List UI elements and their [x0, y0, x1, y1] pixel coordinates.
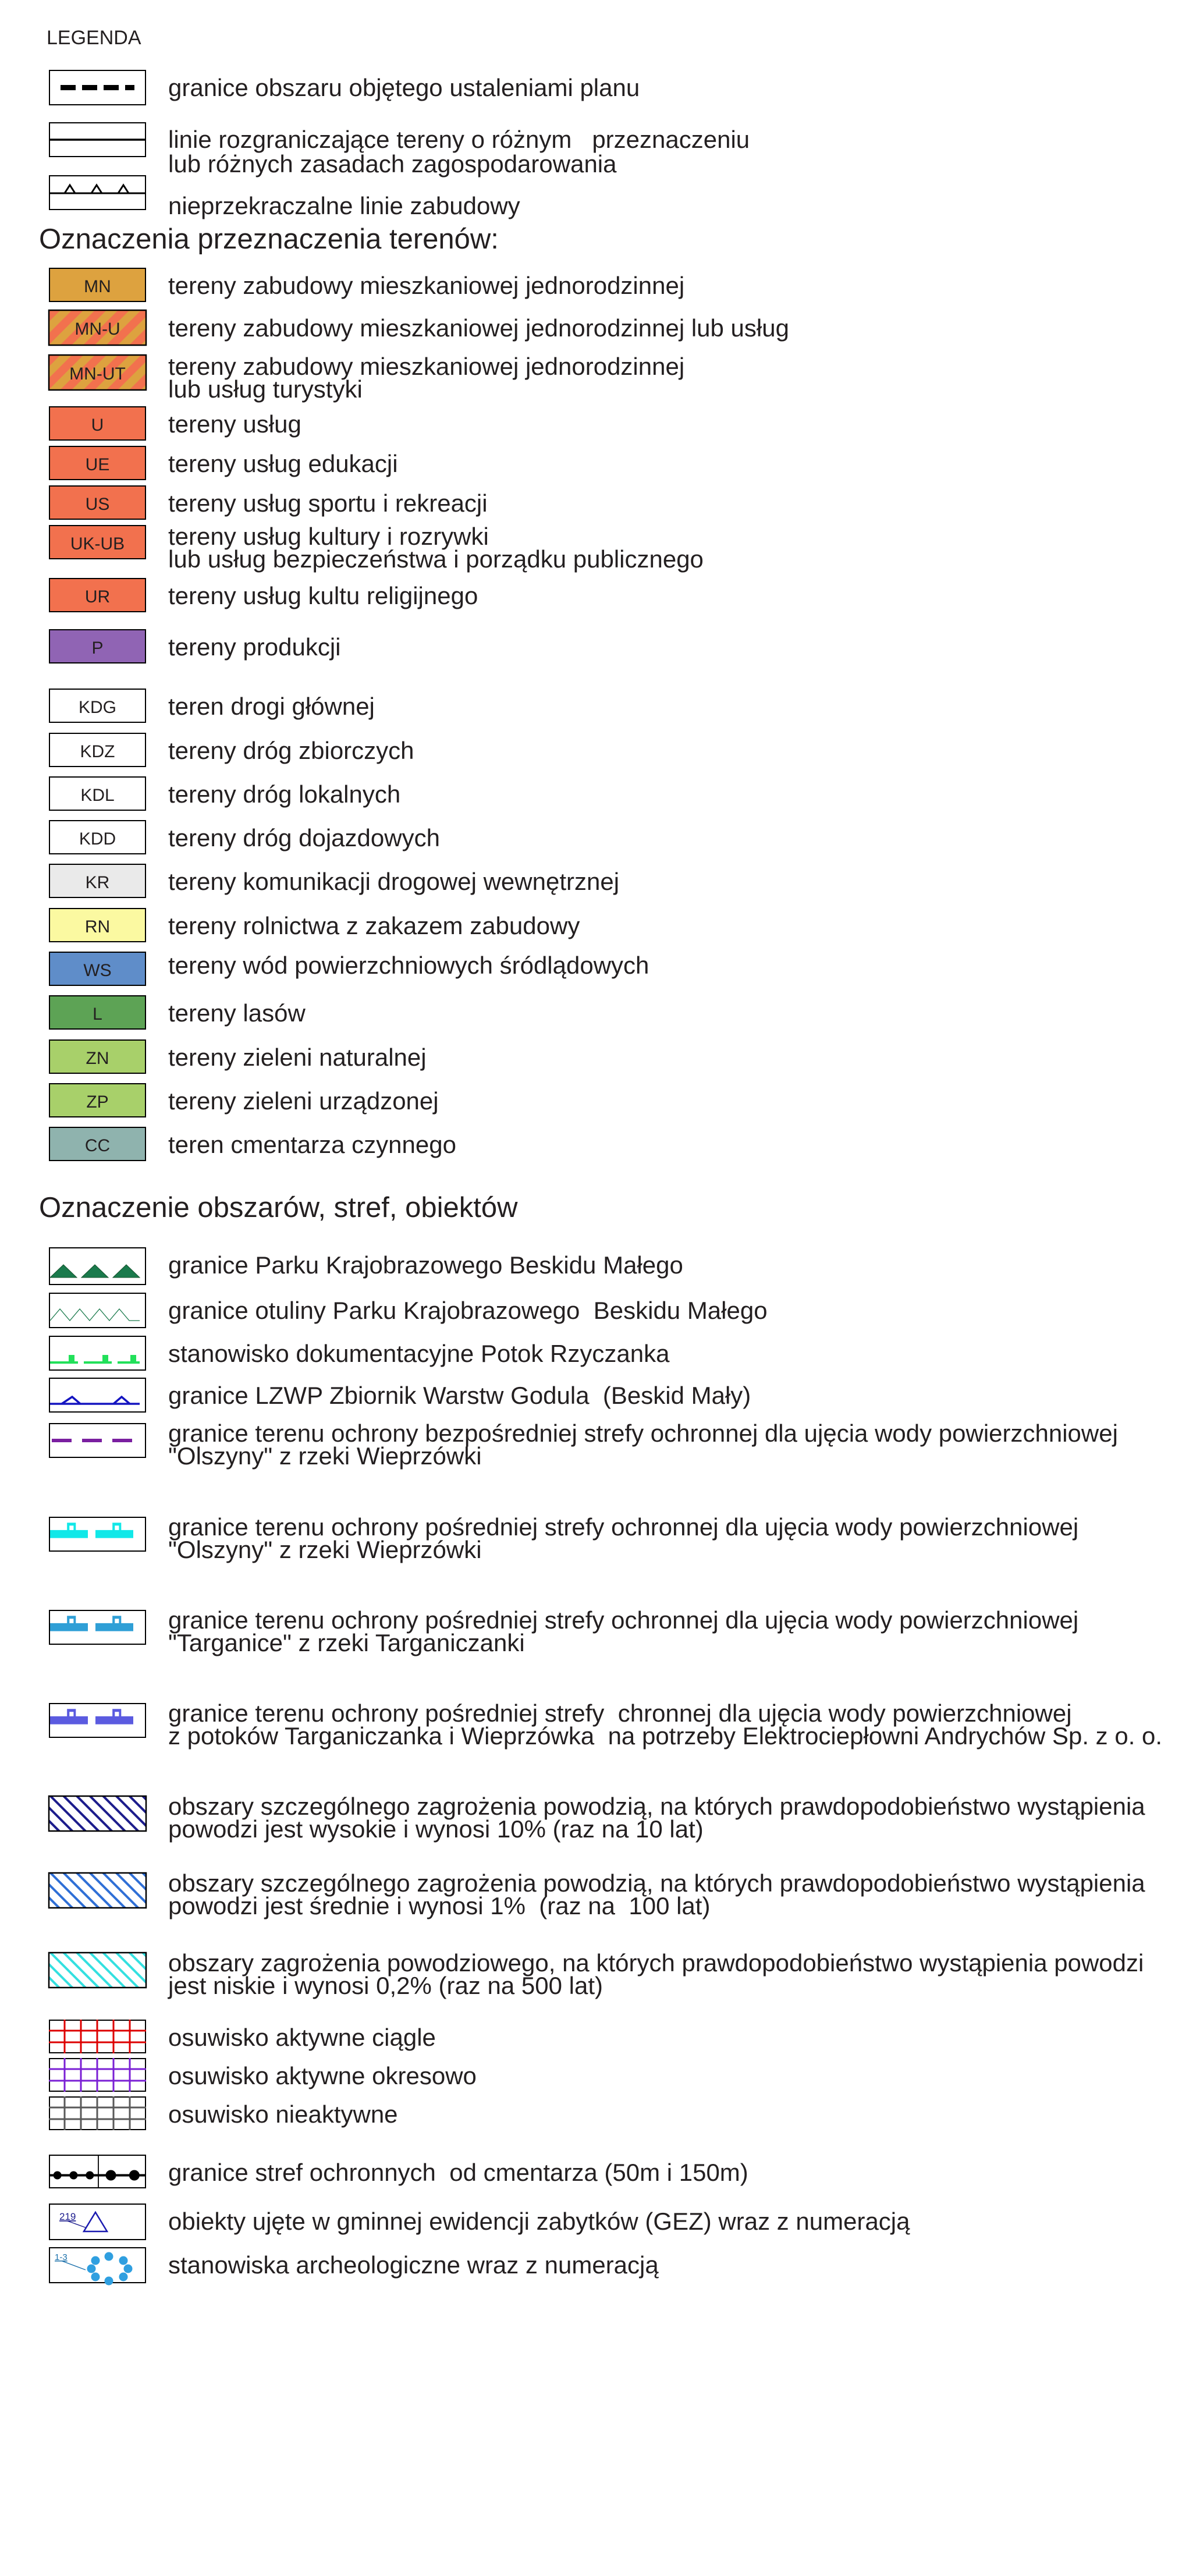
svg-text:1-3: 1-3: [55, 2252, 68, 2262]
svg-text:219: 219: [59, 2211, 76, 2222]
